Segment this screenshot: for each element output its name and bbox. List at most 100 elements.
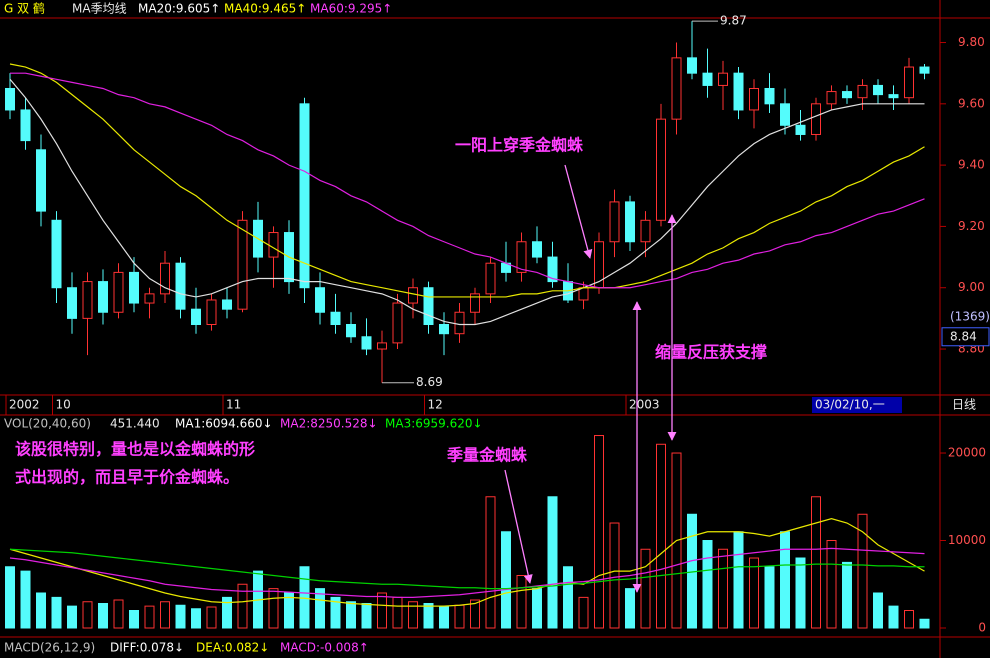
candle-body	[532, 241, 542, 258]
candle-body	[51, 219, 62, 289]
volume-bar	[67, 605, 77, 629]
volume-bar	[175, 604, 186, 629]
volume-bar	[609, 522, 620, 629]
y-tick-label: 9.00	[958, 280, 985, 294]
volume-ma-line	[9, 547, 925, 598]
candle-body	[144, 293, 155, 304]
candle-body	[733, 72, 744, 111]
x-tick-label: 10	[56, 398, 71, 412]
candle-body	[315, 287, 325, 313]
ma-line	[10, 72, 925, 289]
candle-body	[687, 57, 697, 74]
candle-body	[625, 201, 635, 243]
candle-body	[36, 149, 46, 212]
candle-body	[361, 336, 372, 350]
candle-body	[842, 91, 852, 99]
volume-bar	[454, 604, 465, 629]
indicator-name: MA季均线	[72, 2, 127, 16]
candle-body	[873, 84, 883, 96]
cursor-price: 8.84	[950, 329, 977, 343]
volume-bar	[733, 531, 744, 629]
candle-body	[113, 271, 124, 313]
candle-body	[191, 308, 201, 326]
candle-body	[346, 324, 356, 338]
volume-bar	[485, 496, 496, 629]
candle-body	[594, 241, 604, 289]
volume-bar	[842, 561, 852, 629]
candle-body	[702, 72, 713, 86]
y-tick-label: 9.20	[958, 219, 985, 233]
candle-body	[98, 281, 108, 313]
candle-body	[749, 87, 759, 111]
candle-body	[392, 302, 403, 344]
annotation: 式出现的，而且早于价金蜘蛛。	[15, 468, 239, 487]
candle-body	[780, 103, 790, 126]
volume-bar	[82, 601, 93, 629]
volume-bar	[470, 599, 480, 629]
volume-bar	[811, 496, 821, 629]
period: 日线	[952, 398, 976, 412]
annotation: 该股很特别，量也是以金蜘蛛的形	[15, 440, 255, 459]
legend-entry: DEA:0.082↓	[196, 641, 269, 655]
candle-body	[671, 57, 682, 120]
volume-bar	[51, 596, 62, 629]
candle-body	[470, 293, 480, 313]
volume-bar	[222, 596, 232, 629]
candle-body	[268, 232, 279, 258]
candle-body	[764, 87, 775, 105]
candle-body	[811, 103, 821, 135]
volume-bar	[160, 601, 170, 629]
candle-body	[919, 66, 930, 74]
volume-bar	[113, 599, 124, 629]
volume-bar	[206, 606, 217, 629]
y-tick-label: 0	[978, 621, 986, 635]
y-tick-label: 10000	[948, 533, 986, 547]
candle-body	[516, 241, 527, 273]
x-tick-label: 11	[226, 398, 241, 412]
macd-title: MACD(26,12,9)	[4, 641, 95, 655]
volume-bar	[377, 592, 387, 629]
volume-bar	[98, 603, 108, 629]
volume-bar	[795, 557, 806, 629]
candle-body	[640, 219, 651, 243]
volume-bar	[144, 605, 155, 629]
legend-entry: MA2:8250.528↓	[280, 417, 378, 431]
candle-body	[237, 219, 248, 310]
annotation: 一阳上穿季金蜘蛛	[455, 136, 584, 155]
candle-body	[485, 262, 496, 295]
arrow	[564, 164, 593, 259]
legend-entry: MA20:9.605↑	[138, 2, 220, 16]
volume-ma-line	[9, 518, 925, 607]
volume-bar	[594, 435, 604, 629]
volume-bar	[191, 608, 201, 629]
candle-body	[826, 91, 837, 105]
candle-body	[454, 311, 465, 335]
x-tick-label: 2003	[629, 398, 660, 412]
volume-bar	[408, 601, 418, 629]
candle-body	[175, 262, 186, 310]
stock-name: G 双 鹤	[4, 1, 45, 16]
volume-bar	[20, 570, 31, 629]
volume-bar	[640, 548, 651, 629]
candle-body	[299, 103, 310, 289]
volume-bar	[501, 531, 511, 629]
annotation: 季量金蜘蛛	[446, 446, 528, 465]
legend-entry: MA3:6959.620↓	[385, 417, 483, 431]
volume-bar	[764, 566, 775, 629]
volume-bar	[826, 540, 837, 629]
candle-body	[5, 87, 15, 111]
candle-body	[656, 118, 666, 221]
low-label: 8.69	[416, 375, 443, 389]
ma-line	[9, 78, 925, 326]
candle-body	[904, 66, 914, 99]
candle-body	[423, 287, 434, 326]
volume-bar	[299, 566, 310, 629]
volume-bar	[361, 603, 372, 629]
volume-bar	[888, 605, 899, 629]
date-readout-box	[812, 397, 902, 413]
volume-bar	[873, 592, 883, 629]
volume-bar	[578, 596, 589, 629]
volume-current: 451.440	[110, 417, 160, 431]
